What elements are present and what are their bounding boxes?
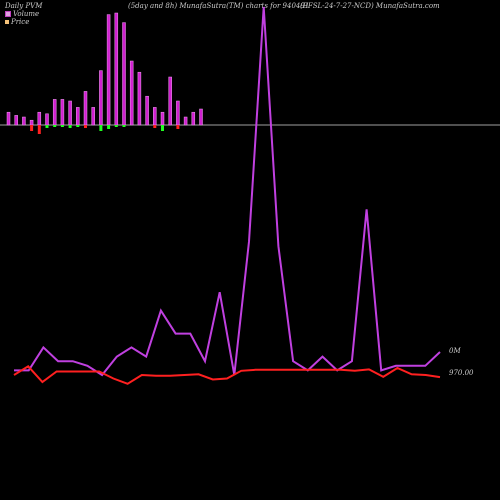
- volume-bar-up: [22, 116, 26, 126]
- volume-bar-up: [176, 100, 180, 126]
- volume-bar-down: [37, 125, 41, 134]
- volume-bar-up: [83, 91, 88, 126]
- volume-bar-down: [45, 125, 49, 128]
- volume-bar-down: [176, 125, 180, 129]
- volume-bar-down: [122, 125, 126, 127]
- volume-bar-up: [37, 111, 42, 126]
- volume-bar-up: [145, 95, 149, 126]
- price-line: [13, 365, 441, 385]
- volume-bar-up: [68, 100, 72, 126]
- legend-price-swatch: [5, 20, 9, 24]
- volume-bar-up: [191, 111, 196, 126]
- volume-bar-up: [60, 99, 65, 126]
- volume-bar-up: [122, 22, 126, 126]
- volume-bar-down: [99, 125, 103, 131]
- header-source: (EFSL-24-7-27-NCD) MunafaSutra.com: [300, 2, 440, 10]
- volume-bar-up: [52, 99, 57, 126]
- volume-bar-up: [91, 107, 95, 126]
- volume-bar-up: [99, 70, 103, 126]
- volume-bar-down: [161, 125, 164, 131]
- volume-bar-up: [29, 119, 34, 126]
- volume-bar-up: [183, 116, 188, 126]
- volume-line: [14, 6, 441, 377]
- volume-bar-up: [6, 111, 11, 126]
- volume-bar-down: [84, 125, 87, 128]
- header-subtitle: (5day and 8h) MunafaSutra(TM) charts for…: [128, 2, 310, 10]
- legend-volume-swatch: [5, 11, 11, 17]
- volume-bar-up: [137, 71, 142, 126]
- legend-volume-label: Volume: [13, 10, 40, 18]
- volume-bar-up: [45, 113, 49, 126]
- header-title: Daily PVM: [5, 2, 43, 10]
- volume-bar-up: [106, 14, 111, 126]
- volume-bar-up: [168, 76, 172, 126]
- volume-bar-up: [114, 12, 119, 126]
- price-axis-label: 970.00: [449, 369, 474, 377]
- volume-axis-label: 0M: [449, 347, 461, 355]
- legend-price-label: Price: [11, 18, 30, 26]
- volume-bar-down: [76, 125, 80, 127]
- volume-bar-up: [129, 60, 134, 126]
- volume-bar-up: [76, 107, 80, 126]
- volume-bar-down: [114, 125, 118, 127]
- volume-bar-down: [53, 125, 57, 127]
- volume-bar-up: [199, 108, 203, 126]
- legend-volume: Volume: [5, 10, 39, 18]
- volume-bar-down: [107, 125, 111, 129]
- volume-bar-up: [153, 107, 157, 126]
- volume-bar-down: [30, 125, 34, 131]
- volume-bar-down: [153, 125, 157, 128]
- legend-price: Price: [5, 18, 29, 26]
- volume-bar-down: [60, 125, 64, 127]
- volume-bar-up: [14, 115, 18, 126]
- volume-bar-up: [160, 111, 165, 126]
- volume-bar-down: [68, 125, 72, 128]
